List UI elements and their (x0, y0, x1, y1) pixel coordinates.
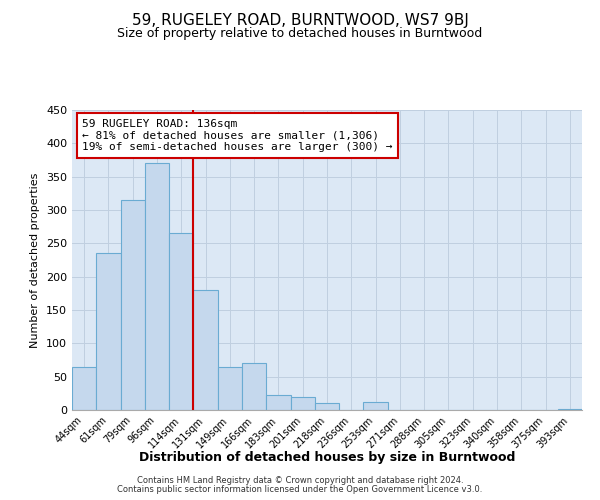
Text: Contains public sector information licensed under the Open Government Licence v3: Contains public sector information licen… (118, 485, 482, 494)
Text: Size of property relative to detached houses in Burntwood: Size of property relative to detached ho… (118, 28, 482, 40)
Bar (121, 200, 145, 410)
Text: Contains HM Land Registry data © Crown copyright and database right 2024.: Contains HM Land Registry data © Crown c… (137, 476, 463, 485)
Bar (364, 402, 388, 410)
Bar (315, 402, 339, 410)
Text: 59 RUGELEY ROAD: 136sqm
← 81% of detached houses are smaller (1,306)
19% of semi: 59 RUGELEY ROAD: 136sqm ← 81% of detache… (82, 119, 392, 152)
Bar (193, 290, 218, 410)
Bar (145, 164, 169, 410)
Bar (96, 254, 121, 410)
Bar (169, 234, 193, 410)
Bar (266, 394, 290, 410)
Bar (72, 366, 96, 410)
Text: 59, RUGELEY ROAD, BURNTWOOD, WS7 9BJ: 59, RUGELEY ROAD, BURNTWOOD, WS7 9BJ (131, 12, 469, 28)
Y-axis label: Number of detached properties: Number of detached properties (31, 172, 40, 348)
Bar (290, 396, 315, 410)
Bar (218, 366, 242, 410)
Text: Distribution of detached houses by size in Burntwood: Distribution of detached houses by size … (139, 451, 515, 464)
Bar (242, 364, 266, 410)
Bar (558, 408, 582, 410)
